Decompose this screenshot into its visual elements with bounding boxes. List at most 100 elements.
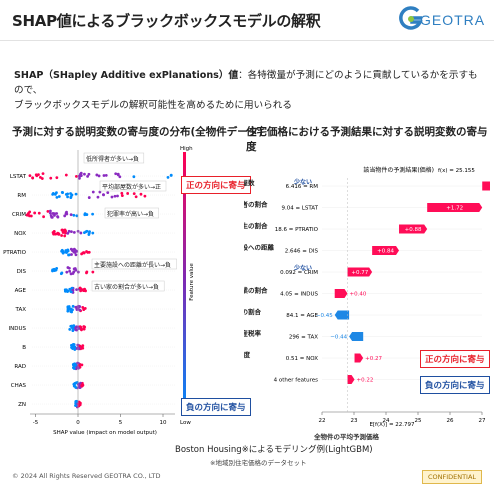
wf-bar-label: +0.77 [351, 270, 368, 276]
fx-value: f(x) = 25.155 [438, 168, 475, 174]
shap-dot [68, 269, 72, 273]
shap-dot [53, 192, 57, 196]
shap-dot [75, 328, 79, 332]
shap-dot [65, 270, 69, 274]
annotation-box [99, 180, 167, 192]
shap-dot [67, 306, 71, 310]
wf-bar-label: +0.84 [377, 249, 394, 255]
feature-label: LSTAT [10, 174, 27, 180]
shap-dot [73, 348, 77, 351]
wf-value-text: 18.6 = PTRATIO [275, 227, 319, 233]
shap-dot [169, 174, 173, 177]
shap-dot [87, 196, 91, 199]
colorbar-label: Feature value [189, 263, 195, 301]
shap-dot [91, 190, 95, 194]
wf-value-text: 6.416 = RM [286, 184, 319, 190]
feature-label: RAD [14, 364, 26, 370]
shap-dot [81, 306, 85, 309]
shap-dot [86, 175, 89, 178]
feature-label: TAX [15, 307, 27, 313]
shap-dot [75, 399, 78, 403]
shap-dot [91, 231, 95, 235]
shap-dot [68, 287, 72, 291]
wf-x-tick-label: 26 [447, 418, 454, 424]
shap-dot [66, 195, 69, 199]
shap-dot [55, 176, 59, 180]
shap-dot [104, 174, 108, 177]
shap-dot [102, 174, 106, 177]
wf-x-tick-label: 25 [415, 418, 422, 424]
shap-dot [73, 248, 77, 252]
shap-dot [66, 231, 70, 235]
feature-label: PTRATIO [3, 250, 27, 256]
x-tick-label: -5 [33, 420, 39, 426]
shap-dot [69, 196, 73, 200]
shap-waterfall-plot: 該当物件の予測結果(価格) f(x) = 25.155 平均部屋数 6.416 =… [244, 166, 490, 428]
shap-dot [63, 234, 67, 238]
wf-x-tick-label: 23 [351, 418, 358, 424]
annotation-box [104, 207, 159, 219]
shap-term: SHAP（SHapley Additive exPlanations）値 [14, 70, 239, 81]
shap-dot [48, 211, 52, 215]
copyright: © 2024 All Rights Reserved GEOTRA CO., L… [12, 472, 161, 480]
shap-dot [70, 253, 73, 256]
shap-dot [95, 173, 99, 177]
shap-dot [166, 176, 170, 179]
shap-dot [66, 266, 70, 269]
wf-bar [372, 246, 400, 255]
wf-row-label: NOx濃度 [244, 350, 251, 359]
shap-dot [57, 232, 61, 236]
x-axis-label: SHAP value (impact on model output) [53, 430, 157, 436]
shap-dot [134, 195, 138, 199]
shap-dot [116, 173, 120, 177]
description: SHAP（SHapley Additive exPlanations）値：各特徴… [14, 68, 484, 113]
shap-dot [78, 308, 82, 312]
wf-x-axis-label: 全物件の平均予測価格 [314, 433, 379, 441]
wf-bar [354, 353, 364, 363]
shap-dot [71, 304, 75, 308]
shap-dot [55, 195, 59, 199]
shap-dot [76, 361, 80, 365]
shap-dot [106, 191, 110, 195]
annotation-box [83, 152, 145, 164]
wf-bar-label: +0.40 [350, 292, 367, 298]
shap-dot [85, 229, 89, 233]
shap-dot [80, 252, 84, 256]
left-panel-title: 予測に対する説明変数の寄与度の分布(全物件データ) [12, 126, 264, 138]
shap-dot [75, 174, 78, 178]
wf-bar [399, 224, 428, 234]
shap-dot [61, 229, 65, 233]
shap-dot [68, 327, 72, 331]
wf-row-label: 主要施設への距離 [244, 243, 275, 252]
wf-value-text: 84.1 = AGE [286, 313, 318, 319]
shap-dot [72, 230, 76, 234]
shap-dot [116, 194, 119, 198]
wf-value-text: 2.646 = DIS [285, 249, 319, 255]
shap-dot [80, 383, 84, 387]
wf-value-text: 0.51 = NOX [286, 356, 318, 362]
wf-x-tick-label: 24 [383, 418, 390, 424]
confidential-badge: CONFIDENTIAL [422, 470, 482, 484]
shap-dot [78, 363, 81, 367]
shap-dot [143, 194, 147, 198]
x-tick-label: 10 [160, 420, 167, 426]
shap-dot [114, 172, 118, 176]
shap-dot [70, 193, 74, 197]
shap-dot [53, 212, 57, 216]
shap-dot [72, 213, 76, 217]
shap-dot [132, 192, 136, 196]
wf-bar-label: +0.22 [357, 378, 374, 384]
shap-dot [118, 175, 122, 179]
right-positive-label: 正の方向に寄与 [420, 350, 490, 368]
shap-dot [66, 249, 70, 253]
shap-dot [37, 173, 40, 176]
shap-summary-plot: LSTAT RM CRIM NOX PTRATIO DIS AGE TAX INDUS B RAD C… [3, 146, 195, 436]
shap-dot [113, 194, 117, 198]
shap-dot [78, 286, 82, 290]
shap-dot [85, 250, 88, 253]
colorbar [183, 152, 186, 414]
geotra-logo [398, 6, 486, 34]
shap-dot [83, 231, 86, 235]
shap-dot [69, 272, 73, 276]
shap-dot [79, 171, 83, 175]
